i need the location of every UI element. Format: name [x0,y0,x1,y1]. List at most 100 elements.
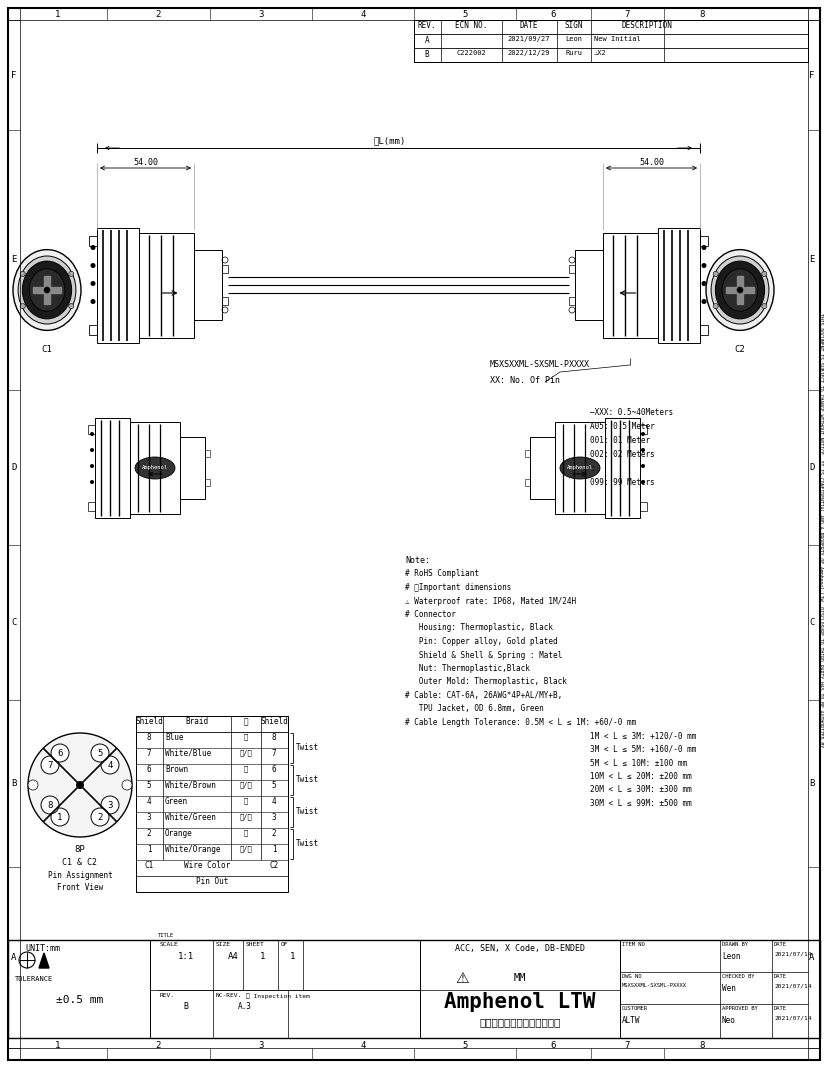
Text: 5: 5 [461,1041,467,1050]
Text: White/Brown: White/Brown [165,781,216,790]
Text: CUSTOMER: CUSTOMER [621,1006,648,1011]
Bar [88,236,97,246]
Bar [568,265,574,273]
Text: DRAWN BY: DRAWN BY [721,942,747,947]
Bar [88,425,95,434]
Text: REV.: REV. [160,993,174,998]
Text: Neo: Neo [721,1016,735,1025]
Text: MSXSXXML-SXSML-PXXXX: MSXSXXML-SXSML-PXXXX [621,983,686,988]
Circle shape [640,480,644,484]
Bar [88,325,97,334]
Bar [136,716,288,892]
Text: Amphenol LTW: Amphenol LTW [444,992,595,1012]
Circle shape [712,271,717,277]
Text: # Connector: # Connector [404,610,456,619]
Polygon shape [39,953,49,968]
Text: MSXSXXML-SXSML-PXXXX: MSXSXXML-SXSML-PXXXX [490,360,590,370]
Text: 1: 1 [271,845,276,854]
Text: C2: C2 [734,345,744,354]
Text: 5M < L ≤ 10M: ±100 mm: 5M < L ≤ 10M: ±100 mm [404,758,686,768]
Text: 2021/09/27: 2021/09/27 [507,36,550,42]
Text: 1: 1 [260,952,265,961]
Text: ITEM NO: ITEM NO [621,942,644,947]
Text: 6: 6 [550,10,556,19]
Text: 8: 8 [699,10,704,19]
Text: 1: 1 [290,952,295,961]
Circle shape [700,245,705,250]
Text: C: C [808,618,814,627]
Text: REV.: REV. [418,21,436,30]
Text: 2: 2 [98,813,103,821]
Text: ALTW: ALTW [621,1016,640,1025]
Text: 5: 5 [98,749,103,757]
Bar [95,418,130,518]
Circle shape [712,303,717,309]
Polygon shape [724,287,739,293]
Text: 4: 4 [360,10,366,19]
Text: ―XXX: 0.5~40Meters: ―XXX: 0.5~40Meters [590,408,672,417]
Text: 4: 4 [271,797,276,806]
Text: 藍: 藍 [244,733,248,740]
Circle shape [640,464,644,468]
Text: 1: 1 [55,1041,60,1050]
Text: Wen: Wen [721,984,735,993]
Text: 1:1: 1:1 [178,952,194,961]
Ellipse shape [29,269,65,311]
Text: Braid: Braid [185,717,208,726]
Text: OF: OF [280,942,288,947]
Circle shape [69,271,74,277]
Text: UNIT:mm: UNIT:mm [25,944,60,953]
Circle shape [122,780,131,790]
Text: A4: A4 [227,952,238,961]
Text: 8: 8 [47,801,53,810]
Bar [529,437,554,499]
Text: Twist: Twist [295,839,318,848]
Circle shape [90,245,95,250]
Ellipse shape [22,261,72,319]
Text: Twist: Twist [295,743,318,753]
Polygon shape [47,287,61,293]
Text: 白/棕: 白/棕 [239,781,252,787]
Ellipse shape [705,250,773,330]
Text: Wire Color: Wire Color [184,861,230,870]
Bar [568,297,574,305]
Bar [554,422,605,514]
Text: D: D [12,464,17,472]
Text: Pin Assignment: Pin Assignment [48,871,112,880]
Bar [524,480,529,486]
Text: Amphenol: Amphenol [141,466,168,471]
Text: 6: 6 [146,765,151,774]
Text: White/Blue: White/Blue [165,749,211,758]
Text: F: F [12,70,17,79]
Text: DWG NO: DWG NO [621,974,641,979]
Text: E: E [808,255,814,265]
Text: C1: C1 [144,861,154,870]
Text: DESCRIPTION: DESCRIPTION [621,21,672,30]
Circle shape [700,299,705,304]
Text: 棕: 棕 [244,765,248,771]
Bar [222,265,227,273]
Text: :: : [590,464,594,473]
Text: ⚠ Waterproof rate: IP68, Mated 1M/24H: ⚠ Waterproof rate: IP68, Mated 1M/24H [404,597,576,606]
Text: Shield: Shield [135,717,163,726]
Text: A05: 0.5 Meter: A05: 0.5 Meter [590,422,654,431]
Text: 2021/07/14: 2021/07/14 [773,952,810,957]
Text: 5: 5 [461,10,467,19]
Text: 30M < L ≤ 99M: ±500 mm: 30M < L ≤ 99M: ±500 mm [404,799,691,808]
Text: 7: 7 [146,749,151,758]
Text: 1M < L ≤ 3M: +120/-0 mm: 1M < L ≤ 3M: +120/-0 mm [404,732,696,740]
Circle shape [90,281,95,286]
Bar [205,450,210,457]
Text: TOLERANCE: TOLERANCE [15,976,53,981]
Polygon shape [44,290,50,304]
Text: ⚠: ⚠ [455,971,468,986]
Text: New Initial: New Initial [593,36,640,42]
Circle shape [91,808,109,826]
Circle shape [736,286,743,294]
Text: 099: 99 Meters: 099: 99 Meters [590,478,654,487]
Text: Brown: Brown [165,765,188,774]
Text: Nut: Thermoplastic,Black: Nut: Thermoplastic,Black [404,664,529,673]
Text: NC-REV.: NC-REV. [216,993,242,998]
Circle shape [44,286,50,294]
Circle shape [90,431,94,436]
